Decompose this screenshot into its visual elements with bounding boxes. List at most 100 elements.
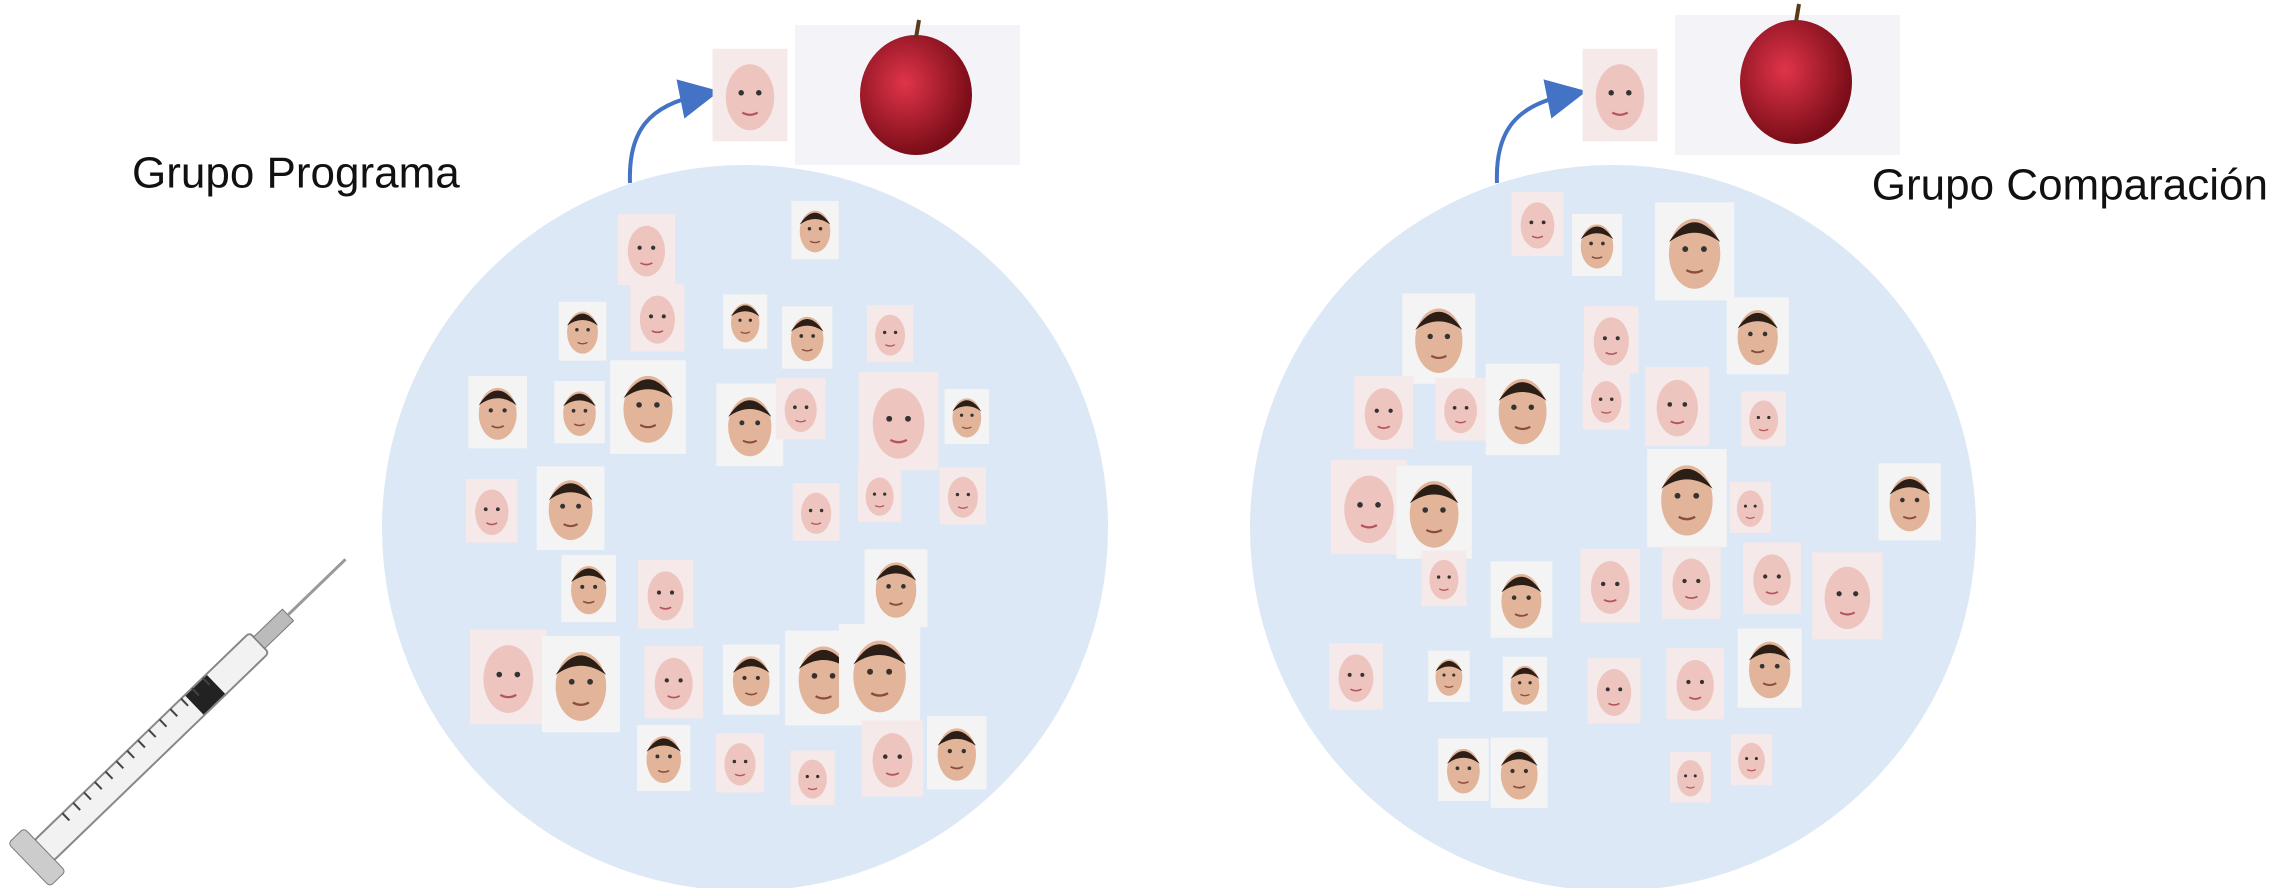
face-eye [1748, 332, 1753, 337]
face-skin [1591, 561, 1630, 614]
face-eye [670, 591, 674, 595]
face [1812, 552, 1883, 639]
face [618, 214, 676, 285]
face [1645, 367, 1709, 446]
face [466, 479, 518, 543]
face-eye [593, 585, 597, 589]
face-skin [785, 388, 817, 432]
group-label: Grupo Comparación [1872, 161, 2268, 210]
face [1670, 752, 1711, 803]
face [1587, 658, 1640, 724]
face-skin [1344, 476, 1393, 543]
face-eye [1511, 405, 1516, 410]
face-eye [1589, 242, 1593, 246]
face-eye [756, 676, 760, 680]
face-eye [1437, 575, 1440, 578]
face-eye [1701, 246, 1707, 252]
face [865, 549, 928, 627]
face [542, 636, 620, 733]
face-eye [883, 754, 888, 759]
face-skin [655, 658, 693, 710]
face-eye [1448, 575, 1451, 578]
face-eye [805, 405, 809, 409]
face [782, 306, 832, 368]
face-eye [883, 493, 886, 496]
face-eye [819, 227, 822, 230]
face-skin [866, 478, 894, 516]
face [1655, 202, 1734, 300]
face [839, 624, 920, 724]
face-eye [1510, 769, 1514, 773]
face-eye [812, 673, 818, 679]
face-eye [515, 672, 521, 678]
face [1490, 561, 1552, 637]
face-eye [1694, 774, 1697, 777]
face-eye [956, 493, 959, 496]
face-skin [1677, 660, 1714, 711]
face [1666, 648, 1724, 719]
face-eye [901, 584, 906, 589]
face-eye [1518, 681, 1521, 684]
face-eye [1524, 769, 1528, 773]
face-eye [654, 402, 660, 408]
face [790, 750, 834, 805]
face [1396, 466, 1471, 559]
face-skin [483, 645, 533, 713]
face-eye [1529, 405, 1534, 410]
face-eye [1763, 574, 1767, 578]
face-eye [1700, 680, 1704, 684]
face-eye [1900, 498, 1905, 503]
face-eye [586, 328, 590, 332]
face-eye [649, 314, 653, 318]
face-eye [820, 509, 823, 512]
face-eye [502, 408, 506, 412]
face [1428, 651, 1469, 702]
face-eye [560, 504, 565, 509]
face-skin [640, 296, 675, 344]
face-eye [960, 414, 963, 417]
face-skin [1753, 554, 1790, 605]
face-eye [1760, 664, 1765, 669]
face-eye [1775, 664, 1780, 669]
face [716, 733, 764, 792]
face-skin [798, 760, 827, 799]
face-eye [886, 416, 892, 422]
face-eye [811, 334, 815, 338]
face-skin [1737, 490, 1764, 526]
face-eye [967, 493, 970, 496]
face [537, 466, 605, 550]
face-skin [648, 571, 684, 620]
face-eye [1618, 687, 1622, 691]
face [1727, 297, 1789, 374]
face [1731, 734, 1772, 785]
face-eye [1693, 493, 1699, 499]
face-eye [655, 754, 659, 758]
face-eye [668, 754, 672, 758]
face-skin [948, 477, 978, 518]
face-eye [1682, 402, 1687, 407]
face-eye [756, 90, 762, 96]
slide: Grupo Programa Grupo Comparación [0, 0, 2287, 888]
face [1329, 643, 1383, 710]
face-eye [1442, 674, 1445, 677]
face-eye [799, 334, 803, 338]
face-eye [1440, 507, 1446, 513]
face-eye [584, 409, 588, 413]
face-eye [1610, 397, 1613, 400]
face [1647, 449, 1727, 547]
face [561, 555, 616, 622]
face [1583, 371, 1630, 429]
face-skin [1825, 567, 1871, 629]
face [1730, 482, 1771, 533]
face [638, 560, 693, 629]
group-label: Grupo Programa [132, 149, 460, 198]
face-eye [1357, 502, 1363, 508]
face-skin [1749, 400, 1778, 439]
face-eye [1755, 757, 1758, 760]
face-eye [739, 420, 744, 425]
face-eye [1915, 498, 1920, 503]
face-eye [873, 493, 876, 496]
face-skin [1429, 560, 1458, 600]
face [554, 381, 604, 443]
face [1572, 214, 1622, 276]
